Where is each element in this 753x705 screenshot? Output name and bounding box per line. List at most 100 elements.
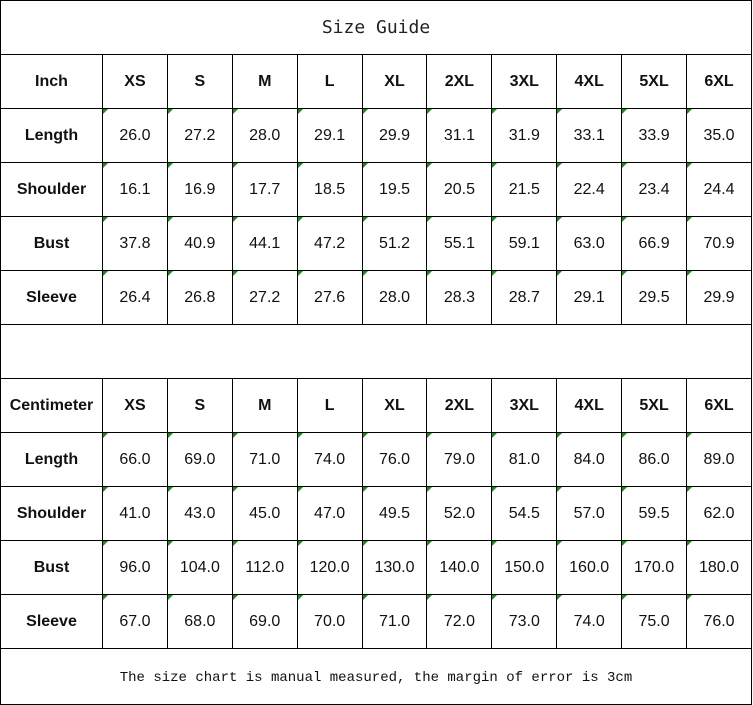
measurement-value: 24.4: [686, 162, 752, 217]
measurement-value: 44.1: [231, 216, 298, 271]
measurement-value: 28.0: [361, 270, 428, 325]
measurement-value: 37.8: [102, 216, 168, 271]
measurement-value: 71.0: [361, 594, 428, 649]
measurement-value: 160.0: [556, 540, 623, 595]
header-row: Inch XS S M L XL 2XL 3XL 4XL 5XL 6XL: [0, 54, 752, 109]
measurement-value: 47.2: [296, 216, 363, 271]
measurement-value: 29.9: [361, 108, 428, 163]
measurement-value: 28.0: [231, 108, 298, 163]
measurement-value: 67.0: [102, 594, 168, 649]
measurement-value: 112.0: [231, 540, 298, 595]
measurement-value: 20.5: [426, 162, 493, 217]
measurement-value: 35.0: [686, 108, 752, 163]
measurement-value: 49.5: [361, 486, 428, 541]
measurement-value: 31.9: [491, 108, 558, 163]
measurement-label: Length: [0, 108, 103, 163]
measurement-label: Bust: [0, 540, 103, 595]
measurement-label: Sleeve: [0, 594, 103, 649]
size-header: L: [296, 54, 363, 109]
size-header: XL: [361, 378, 428, 433]
footer-note: The size chart is manual measured, the m…: [0, 648, 752, 705]
size-header: 4XL: [556, 378, 623, 433]
size-header: 5XL: [621, 378, 688, 433]
measurement-value: 89.0: [686, 432, 752, 487]
measurement-value: 31.1: [426, 108, 493, 163]
measurement-value: 27.2: [231, 270, 298, 325]
measurement-value: 26.8: [166, 270, 233, 325]
measurement-value: 57.0: [556, 486, 623, 541]
measurement-value: 28.7: [491, 270, 558, 325]
measurement-value: 81.0: [491, 432, 558, 487]
measurement-value: 29.1: [556, 270, 623, 325]
measurement-label: Shoulder: [0, 162, 103, 217]
measurement-value: 21.5: [491, 162, 558, 217]
size-header: 4XL: [556, 54, 623, 109]
size-header: XS: [102, 378, 168, 433]
measurement-value: 33.9: [621, 108, 688, 163]
measurement-value: 74.0: [296, 432, 363, 487]
measurement-value: 79.0: [426, 432, 493, 487]
measurement-value: 40.9: [166, 216, 233, 271]
unit-label: Inch: [0, 54, 103, 109]
measurement-value: 104.0: [166, 540, 233, 595]
measurement-value: 73.0: [491, 594, 558, 649]
measurement-value: 66.0: [102, 432, 168, 487]
measurement-label: Length: [0, 432, 103, 487]
measurement-value: 59.5: [621, 486, 688, 541]
measurement-value: 52.0: [426, 486, 493, 541]
table-row: Length 66.0 69.0 71.0 74.0 76.0 79.0 81.0 84.0 86…: [0, 432, 752, 487]
measurement-value: 150.0: [491, 540, 558, 595]
measurement-value: 33.1: [556, 108, 623, 163]
measurement-value: 41.0: [102, 486, 168, 541]
size-header: 3XL: [491, 378, 558, 433]
table-row: Sleeve 67.0 68.0 69.0 70.0 71.0 72.0 73.0 74.0 75…: [0, 594, 752, 649]
measurement-value: 22.4: [556, 162, 623, 217]
size-header: 5XL: [621, 54, 688, 109]
size-header: 6XL: [686, 54, 752, 109]
measurement-value: 69.0: [231, 594, 298, 649]
table-spacer-row: [0, 324, 752, 379]
header-row: Centimeter XS S M L XL 2XL 3XL 4XL 5XL 6XL: [0, 378, 752, 433]
unit-label: Centimeter: [0, 378, 103, 433]
measurement-value: 76.0: [686, 594, 752, 649]
size-header: S: [166, 54, 233, 109]
size-header: 2XL: [426, 378, 493, 433]
measurement-value: 17.7: [231, 162, 298, 217]
table-row: Length 26.0 27.2 28.0 29.1 29.9 31.1 31.9 33.1 33…: [0, 108, 752, 163]
measurement-value: 75.0: [621, 594, 688, 649]
table-row: Shoulder 41.0 43.0 45.0 47.0 49.5 52.0 54.5 57.0…: [0, 486, 752, 541]
measurement-value: 62.0: [686, 486, 752, 541]
measurement-value: 29.1: [296, 108, 363, 163]
measurement-value: 26.4: [102, 270, 168, 325]
measurement-value: 70.0: [296, 594, 363, 649]
measurement-label: Sleeve: [0, 270, 103, 325]
measurement-value: 16.9: [166, 162, 233, 217]
size-header: 3XL: [491, 54, 558, 109]
table-row: Sleeve 26.4 26.8 27.2 27.6 28.0 28.3 28.7 29.1 29…: [0, 270, 752, 325]
table-row: Shoulder 16.1 16.9 17.7 18.5 19.5 20.5 21.5 22.4…: [0, 162, 752, 217]
measurement-value: 26.0: [102, 108, 168, 163]
measurement-value: 63.0: [556, 216, 623, 271]
measurement-value: 69.0: [166, 432, 233, 487]
measurement-value: 47.0: [296, 486, 363, 541]
table-row: Bust 96.0 104.0 112.0 120.0 130.0 140.0 150.0 16…: [0, 540, 752, 595]
measurement-value: 180.0: [686, 540, 752, 595]
measurement-value: 18.5: [296, 162, 363, 217]
page-title: Size Guide: [0, 0, 752, 55]
measurement-value: 72.0: [426, 594, 493, 649]
measurement-value: 74.0: [556, 594, 623, 649]
measurement-value: 28.3: [426, 270, 493, 325]
size-header: M: [231, 378, 298, 433]
measurement-value: 66.9: [621, 216, 688, 271]
table-spacer: [0, 324, 752, 379]
measurement-value: 96.0: [102, 540, 168, 595]
size-header: L: [296, 378, 363, 433]
size-header: XL: [361, 54, 428, 109]
measurement-value: 140.0: [426, 540, 493, 595]
size-header: 2XL: [426, 54, 493, 109]
measurement-value: 130.0: [361, 540, 428, 595]
measurement-value: 43.0: [166, 486, 233, 541]
measurement-value: 27.6: [296, 270, 363, 325]
measurement-value: 55.1: [426, 216, 493, 271]
